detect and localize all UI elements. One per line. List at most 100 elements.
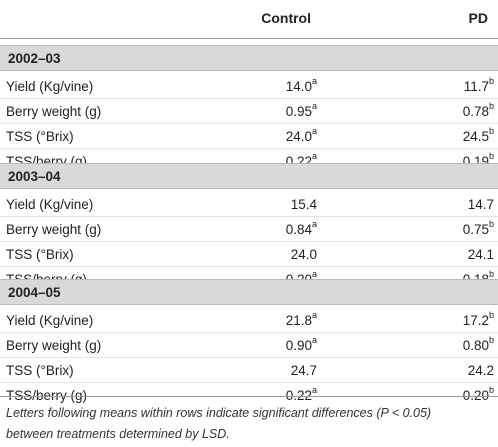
- pd-value-cell: 14.7: [468, 197, 494, 212]
- pd-value: 24.5: [462, 129, 489, 144]
- control-significance-letter: a: [311, 219, 317, 229]
- pd-value: 14.7: [467, 197, 494, 212]
- control-value: 14.0: [285, 79, 312, 94]
- row-separator: [0, 266, 498, 267]
- pd-value: 24.1: [467, 247, 494, 262]
- row-separator: [0, 241, 498, 242]
- control-value-cell: 0.95a: [285, 101, 317, 119]
- control-value-cell: 0.90a: [285, 335, 317, 353]
- control-value-cell: 14.0a: [285, 76, 317, 94]
- pd-significance-letter: b: [488, 101, 494, 111]
- row-label: Yield (Kg/vine): [6, 313, 94, 328]
- control-value: 0.22: [285, 388, 312, 403]
- row-label: Berry weight (g): [6, 104, 102, 119]
- table-row: Berry weight (g) 0.84a 0.75b: [0, 217, 498, 243]
- pd-significance-letter: b: [488, 219, 494, 229]
- table-row: Berry weight (g) 0.95a 0.78b: [0, 99, 498, 125]
- group-title: 2004–05: [8, 285, 61, 300]
- bottom-rule: [0, 396, 498, 397]
- pd-significance-letter: b: [488, 335, 494, 345]
- control-significance-letter: a: [311, 101, 317, 111]
- table-row: Berry weight (g) 0.90a 0.80b: [0, 333, 498, 359]
- group-header: 2003–04: [0, 163, 498, 189]
- row-label: Yield (Kg/vine): [6, 79, 94, 94]
- pd-significance-letter: b: [488, 126, 494, 136]
- pd-value: 0.80: [462, 338, 489, 353]
- control-value: 0.95: [285, 104, 312, 119]
- control-value: 0.90: [285, 338, 312, 353]
- pd-value-cell: 0.75b: [462, 219, 494, 237]
- pd-significance-letter: b: [488, 310, 494, 320]
- control-significance-letter: a: [311, 269, 317, 279]
- pd-value: 0.20: [462, 388, 489, 403]
- row-label: TSS (°Brix): [6, 129, 74, 144]
- control-significance-letter: a: [311, 76, 317, 86]
- table-row: Yield (Kg/vine) 14.0a 11.7b: [0, 74, 498, 100]
- row-separator: [0, 357, 498, 358]
- control-value-cell: 0.22a: [285, 385, 317, 403]
- row-separator: [0, 382, 498, 383]
- row-label: TSS (°Brix): [6, 363, 74, 378]
- pd-value-cell: 17.2b: [462, 310, 494, 328]
- control-significance-letter: a: [311, 335, 317, 345]
- control-value-cell: 24.7: [291, 363, 317, 378]
- footnote-line-2: between treatments determined by LSD.: [6, 427, 230, 441]
- pd-value-cell: 0.80b: [462, 335, 494, 353]
- column-header-control: Control: [261, 10, 311, 26]
- row-separator: [0, 332, 498, 333]
- row-separator: [0, 123, 498, 124]
- table-footnote: Letters following means within rows indi…: [6, 403, 494, 445]
- table-row: TSS (°Brix) 24.7 24.2: [0, 358, 498, 384]
- pd-value: 0.75: [462, 222, 489, 237]
- table-row: Yield (Kg/vine) 21.8a 17.2b: [0, 308, 498, 334]
- control-significance-letter: a: [311, 310, 317, 320]
- pd-significance-letter: b: [488, 385, 494, 395]
- control-value: 24.0: [290, 247, 317, 262]
- group-header: 2002–03: [0, 45, 498, 71]
- pd-value: 24.2: [467, 363, 494, 378]
- row-separator: [0, 216, 498, 217]
- group-title: 2002–03: [8, 51, 61, 66]
- control-value-cell: 21.8a: [285, 310, 317, 328]
- control-significance-letter: a: [311, 385, 317, 395]
- row-separator: [0, 98, 498, 99]
- control-value-cell: 24.0a: [285, 126, 317, 144]
- row-label: TSS/berry (g): [6, 388, 88, 403]
- column-header-pd: PD: [468, 10, 488, 26]
- group-header: 2004–05: [0, 279, 498, 305]
- row-label: Yield (Kg/vine): [6, 197, 94, 212]
- pd-significance-letter: b: [488, 76, 494, 86]
- control-significance-letter: a: [311, 126, 317, 136]
- control-significance-letter: a: [311, 151, 317, 161]
- table-row: Yield (Kg/vine) 15.4 14.7: [0, 192, 498, 218]
- group-title: 2003–04: [8, 169, 61, 184]
- control-value: 24.0: [285, 129, 312, 144]
- pd-value-cell: 24.1: [468, 247, 494, 262]
- pd-value-cell: 0.78b: [462, 101, 494, 119]
- row-label: Berry weight (g): [6, 338, 102, 353]
- control-value: 0.84: [285, 222, 312, 237]
- pd-value-cell: 24.2: [468, 363, 494, 378]
- footnote-line-1: Letters following means within rows indi…: [6, 406, 432, 420]
- control-value-cell: 0.84a: [285, 219, 317, 237]
- table-row: TSS (°Brix) 24.0 24.1: [0, 242, 498, 268]
- table-header: Control PD: [0, 0, 498, 38]
- pd-value: 17.2: [462, 313, 489, 328]
- pd-value: 11.7: [463, 79, 489, 94]
- control-value: 24.7: [290, 363, 317, 378]
- control-value: 15.4: [290, 197, 317, 212]
- pd-significance-letter: b: [488, 269, 494, 279]
- header-rule: [0, 38, 498, 39]
- pd-value-cell: 11.7b: [463, 76, 494, 94]
- pd-value-cell: 0.20b: [462, 385, 494, 403]
- row-label: Berry weight (g): [6, 222, 102, 237]
- control-value-cell: 24.0: [291, 247, 317, 262]
- pd-value-cell: 24.5b: [462, 126, 494, 144]
- control-value: 21.8: [285, 313, 312, 328]
- table-row: TSS (°Brix) 24.0a 24.5b: [0, 124, 498, 150]
- table-row: TSS/berry (g) 0.22a 0.20b: [0, 383, 498, 409]
- control-value-cell: 15.4: [291, 197, 317, 212]
- pd-value: 0.78: [462, 104, 489, 119]
- pd-significance-letter: b: [488, 151, 494, 161]
- row-label: TSS (°Brix): [6, 247, 74, 262]
